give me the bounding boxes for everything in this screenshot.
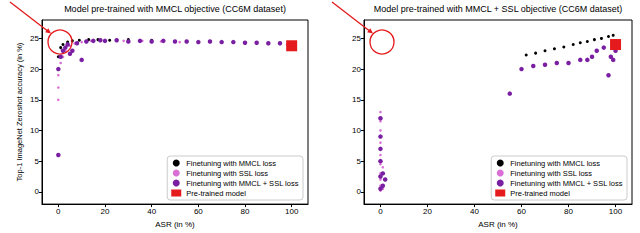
svg-text:Finetuning with MMCL loss: Finetuning with MMCL loss [186, 159, 276, 168]
svg-text:100: 100 [609, 207, 623, 216]
svg-text:20: 20 [30, 65, 39, 74]
svg-text:60: 60 [194, 207, 203, 216]
svg-text:Top-1 ImageNet Zeroshot accura: Top-1 ImageNet Zeroshot accuracy (in %) [15, 42, 24, 181]
svg-text:60: 60 [517, 207, 526, 216]
svg-text:40: 40 [147, 207, 156, 216]
svg-text:20: 20 [352, 65, 361, 74]
svg-text:Pre-trained model: Pre-trained model [510, 189, 570, 198]
svg-text:Finetuning with MMCL + SSL los: Finetuning with MMCL + SSL loss [510, 179, 622, 188]
svg-text:ASR (in %): ASR (in %) [155, 220, 195, 229]
svg-text:40: 40 [470, 207, 479, 216]
svg-text:10: 10 [352, 126, 361, 135]
svg-text:15: 15 [352, 95, 361, 104]
svg-text:25: 25 [30, 34, 39, 43]
svg-text:100: 100 [285, 207, 299, 216]
svg-text:0: 0 [357, 187, 362, 196]
svg-text:10: 10 [30, 126, 39, 135]
svg-text:80: 80 [241, 207, 250, 216]
svg-text:15: 15 [30, 95, 39, 104]
svg-text:ASR (in %): ASR (in %) [478, 220, 518, 229]
svg-text:0: 0 [56, 207, 61, 216]
svg-text:5: 5 [357, 157, 362, 166]
svg-text:20: 20 [423, 207, 432, 216]
svg-text:Finetuning with SSL loss: Finetuning with SSL loss [186, 169, 268, 178]
svg-text:20: 20 [101, 207, 110, 216]
svg-text:Finetuning with MMCL loss: Finetuning with MMCL loss [510, 159, 600, 168]
svg-text:5: 5 [35, 157, 40, 166]
svg-text:Pre-trained model: Pre-trained model [186, 189, 246, 198]
svg-text:80: 80 [564, 207, 573, 216]
svg-text:0: 0 [378, 207, 383, 216]
svg-text:25: 25 [352, 34, 361, 43]
svg-text:0: 0 [35, 187, 40, 196]
svg-text:Model pre-trained with MMCL +: Model pre-trained with MMCL + SSL object… [374, 4, 623, 14]
svg-text:Finetuning with MMCL + SSL los: Finetuning with MMCL + SSL loss [186, 179, 298, 188]
svg-text:Model pre-trained with MMCL ob: Model pre-trained with MMCL objective (C… [64, 4, 286, 14]
svg-text:Finetuning with SSL loss: Finetuning with SSL loss [510, 169, 592, 178]
